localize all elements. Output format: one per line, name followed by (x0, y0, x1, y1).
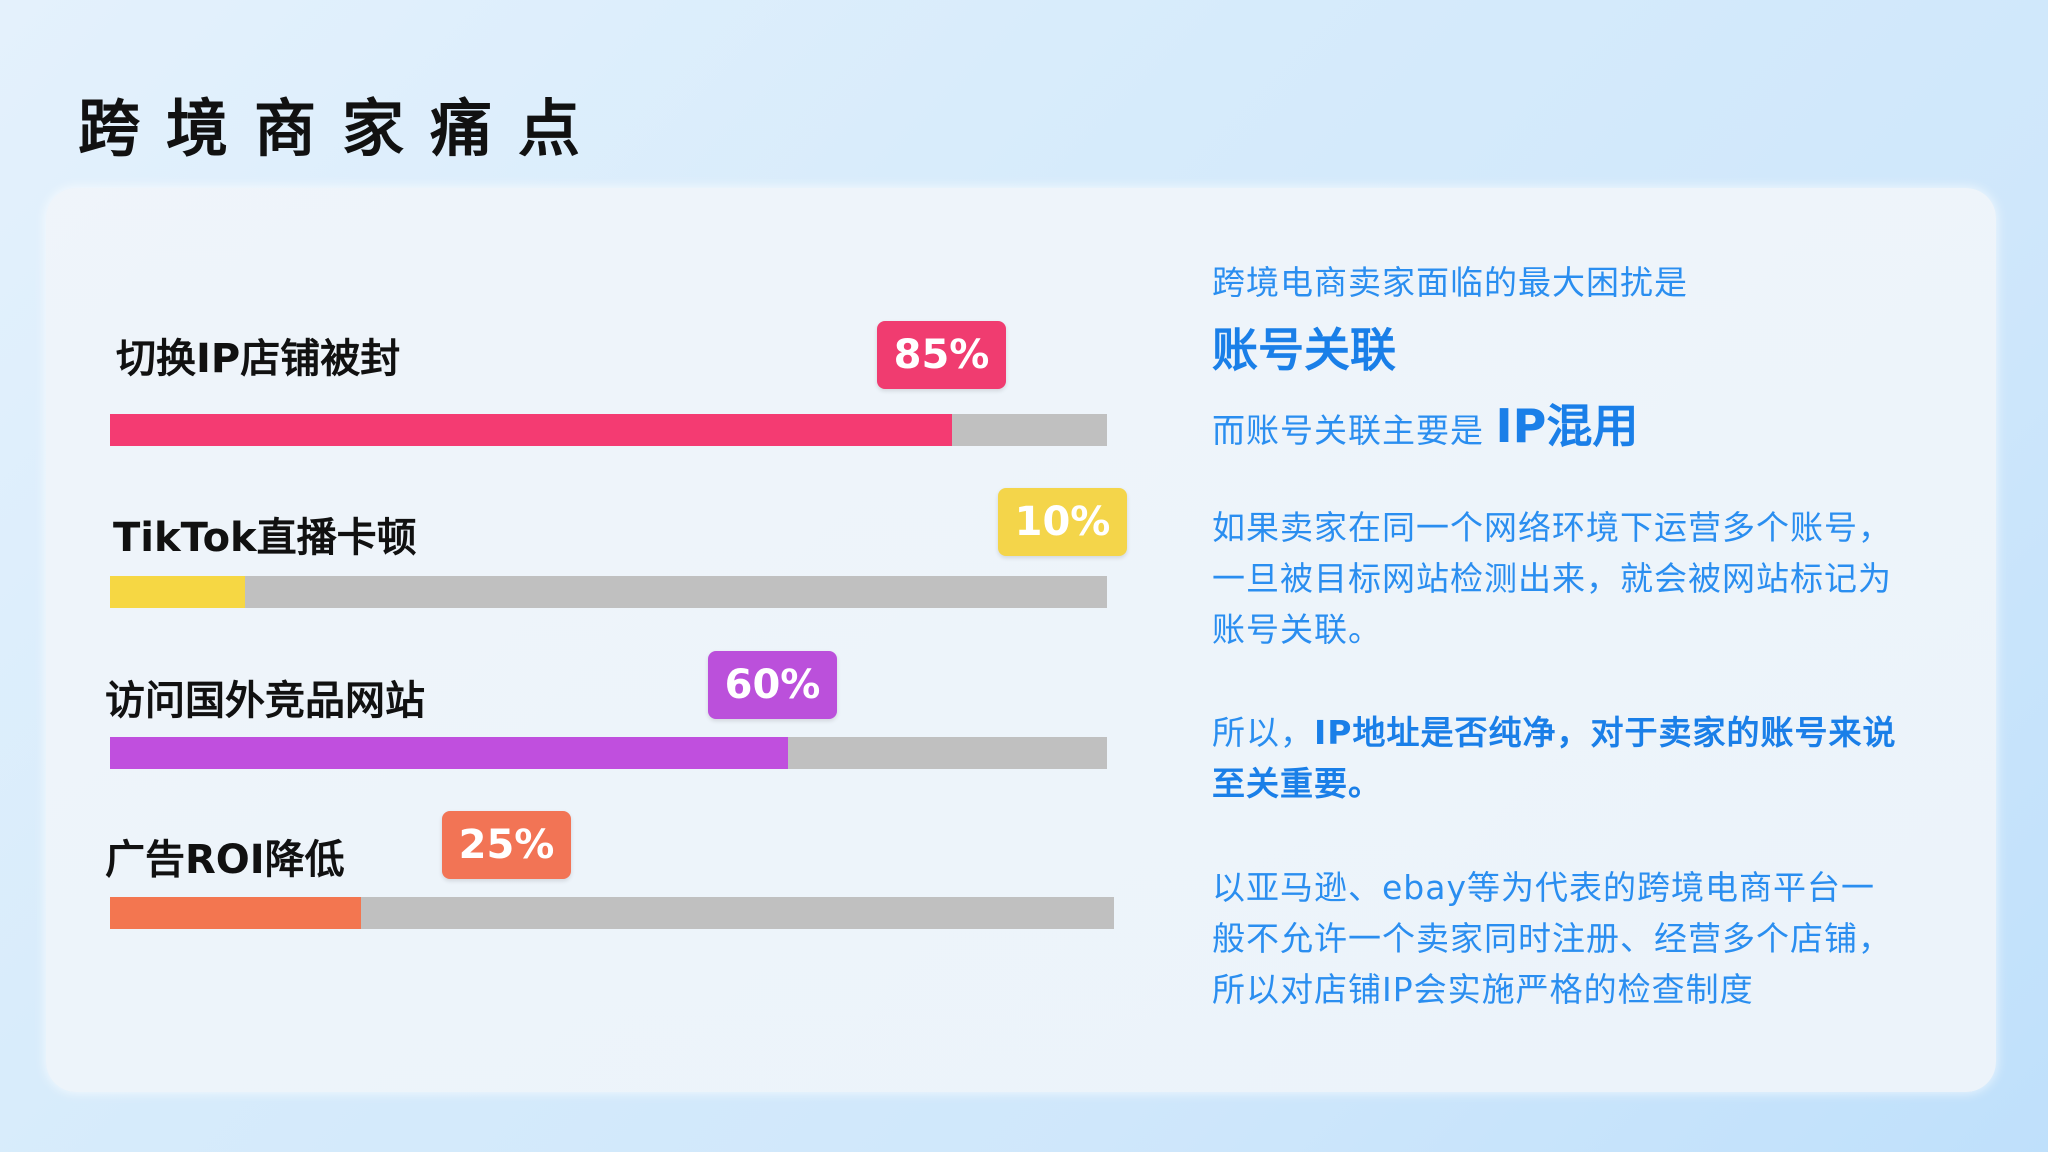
progress-fill (110, 737, 788, 769)
progress-fill (110, 897, 361, 929)
progress-fill (110, 414, 953, 446)
content-card (46, 188, 1996, 1092)
percent-badge: 60% (708, 651, 837, 719)
intro-line: 跨境电商卖家面临的最大困扰是 (1212, 263, 1688, 302)
progress-fill (110, 576, 245, 608)
para3-line: 般不允许一个卖家同时注册、经营多个店铺， (1212, 919, 1892, 958)
page-title: 跨境商家痛点 (78, 92, 607, 165)
row-label: 访问国外竞品网站 (105, 678, 425, 724)
para1-line: 账号关联。 (1212, 610, 1382, 649)
key-term: 账号关联 (1212, 323, 1396, 377)
para2-prefix: 所以， (1212, 713, 1314, 752)
row-label: 切换IP店铺被封 (116, 336, 401, 382)
cause-line: 而账号关联主要是 IP混用 (1212, 390, 1638, 456)
para1-line: 如果卖家在同一个网络环境下运营多个账号， (1212, 508, 1892, 547)
para3-line: 所以对店铺IP会实施严格的检查制度 (1212, 970, 1754, 1009)
row-label: TikTok直播卡顿 (113, 515, 417, 561)
para2-bold: IP地址是否纯净，对于卖家的账号来说 (1314, 713, 1897, 752)
percent-badge: 25% (442, 811, 571, 879)
progress-track (110, 897, 1114, 929)
para2-bold-line: 至关重要。 (1212, 764, 1382, 803)
progress-track (110, 414, 1107, 446)
progress-track (110, 576, 1107, 608)
row-label: 广告ROI降低 (105, 837, 345, 883)
para3-line: 以亚马逊、ebay等为代表的跨境电商平台一 (1212, 868, 1876, 907)
para1-line: 一旦被目标网站检测出来，就会被网站标记为 (1212, 559, 1892, 598)
para2-line: 所以，IP地址是否纯净，对于卖家的账号来说 (1212, 706, 1896, 754)
cause-prefix: 而账号关联主要是 (1212, 411, 1496, 450)
percent-badge: 85% (877, 321, 1006, 389)
progress-track (110, 737, 1107, 769)
percent-badge: 10% (998, 488, 1127, 556)
cause-bold: IP混用 (1495, 399, 1639, 453)
